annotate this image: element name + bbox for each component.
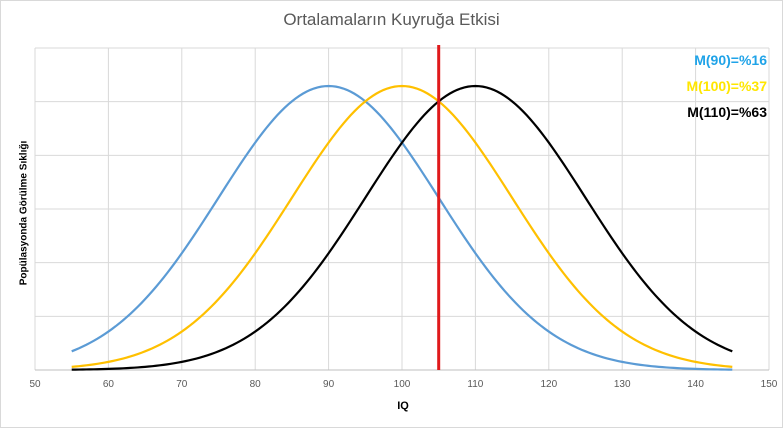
series-line-110 bbox=[71, 84, 733, 371]
x-tick-label: 140 bbox=[687, 379, 704, 390]
x-tick-label: 80 bbox=[250, 379, 262, 390]
x-tick-label: 60 bbox=[103, 379, 115, 390]
x-tick-label: 100 bbox=[394, 379, 411, 390]
x-tick-label: 70 bbox=[176, 379, 188, 390]
chart-title: Ortalamaların Kuyruğa Etkisi bbox=[283, 10, 500, 29]
x-tick-label: 90 bbox=[323, 379, 335, 390]
x-tick-labels: 50 60 70 80 90 100 110 120 130 140 150 bbox=[29, 379, 777, 390]
annotation-m90: M(90)=%16 bbox=[694, 52, 767, 68]
x-axis-label: IQ bbox=[397, 400, 409, 412]
gridlines bbox=[34, 47, 770, 371]
y-axis-label: Popülasyonda Görülme Sıklığı bbox=[18, 140, 30, 286]
x-tick-label: 150 bbox=[761, 379, 778, 390]
x-tick-label: 50 bbox=[29, 379, 41, 390]
annotation-m100: M(100)=%37 bbox=[686, 78, 767, 94]
x-tick-label: 120 bbox=[540, 379, 557, 390]
x-tick-label: 130 bbox=[614, 379, 631, 390]
x-tick-label: 110 bbox=[467, 379, 483, 390]
series-curves bbox=[71, 45, 733, 371]
series-line-100 bbox=[71, 84, 733, 368]
annotation-m110: M(110)=%63 bbox=[687, 104, 767, 120]
